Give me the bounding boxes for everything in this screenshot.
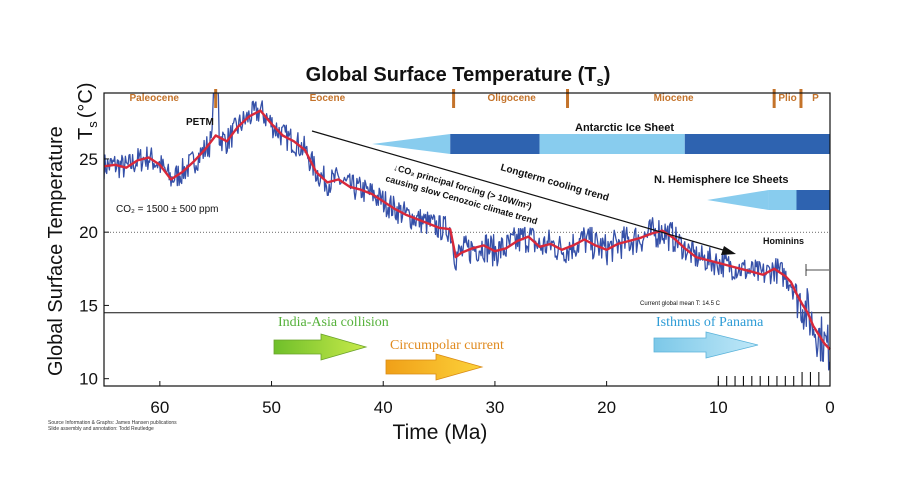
y-tick-label: 15 — [79, 296, 98, 315]
petm-label: PETM — [186, 117, 214, 128]
x-tick-label: 10 — [709, 398, 728, 417]
y-symbol-unit: (°C) — [75, 83, 97, 119]
nh-ice-arrowhead — [707, 190, 769, 210]
title-main: Global Surface Temperature (T — [306, 64, 597, 86]
x-tick-label: 40 — [374, 398, 393, 417]
source-credit-line2: Slide assembly and annotation: Todd Reut… — [48, 426, 154, 432]
y-axis-symbol: Ts (°C) — [75, 83, 100, 140]
temperature-smoothed-series — [103, 109, 831, 351]
title-close: ) — [604, 64, 611, 86]
epoch-label: P — [812, 93, 819, 104]
antarctic-ice-segment — [450, 134, 540, 154]
cooling-trend-arrow — [311, 130, 731, 253]
y-symbol-t: T — [75, 128, 97, 140]
antarctic-ice-label: Antarctic Ice Sheet — [575, 122, 674, 134]
cooling-trend-arrowhead — [721, 246, 736, 255]
y-tick-label: 25 — [79, 150, 98, 169]
y-tick-label: 20 — [79, 223, 98, 242]
x-tick-label: 20 — [597, 398, 616, 417]
epoch-label: Paleocene — [130, 93, 180, 104]
nh-ice-segment — [796, 190, 830, 210]
panama-arrow — [653, 331, 759, 359]
y-tick-label: 10 — [79, 370, 98, 389]
india-asia-arrow — [273, 333, 368, 361]
x-tick-label: 60 — [150, 398, 169, 417]
epoch-label: Oligocene — [487, 93, 536, 104]
x-tick-label: 50 — [262, 398, 281, 417]
y-axis-title: Global Surface Temperature — [45, 126, 67, 376]
panama-label: Isthmus of Panama — [656, 315, 764, 330]
nh-ice-segment — [768, 190, 797, 210]
co2-label: CO₂ = 1500 ± 500 ppm — [116, 204, 219, 215]
temperature-smoothed-line — [103, 109, 831, 351]
glacial-cycle-ticks — [717, 372, 820, 386]
hominins-label: Hominins — [763, 236, 804, 246]
circumpolar-label: Circumpolar current — [390, 338, 504, 353]
x-tick-label: 0 — [825, 398, 834, 417]
epoch-labels: Paleocene Eocene Oligocene Miocene Plio P — [130, 89, 819, 108]
nh-ice-label: N. Hemisphere Ice Sheets — [654, 174, 789, 186]
antarctic-ice-arrowhead — [372, 134, 451, 154]
y-symbol-sub: s — [85, 121, 100, 128]
axes: 60 50 40 30 20 10 0 10 15 20 25 — [79, 150, 835, 417]
x-tick-label: 30 — [485, 398, 504, 417]
current-mean-label: Current global mean T: 14.5 C — [640, 301, 721, 307]
title-subscript: s — [596, 74, 603, 89]
chart-title: Global Surface Temperature (Ts) — [306, 64, 611, 89]
epoch-label: Miocene — [654, 93, 694, 104]
x-axis-title: Time (Ma) — [393, 421, 488, 444]
antarctic-ice-segment — [684, 134, 830, 154]
reference-lines — [104, 231, 830, 314]
antarctic-ice-segment — [539, 134, 685, 154]
circumpolar-arrow — [385, 353, 484, 381]
ice-sheet-bars — [372, 134, 830, 210]
plot-frame — [103, 92, 831, 387]
epoch-label: Plio — [778, 93, 796, 104]
india-asia-label: India-Asia collision — [278, 315, 389, 330]
source-credit-line1: Source Information & Graphs: James Hanse… — [48, 420, 177, 426]
epoch-label: Eocene — [310, 93, 346, 104]
